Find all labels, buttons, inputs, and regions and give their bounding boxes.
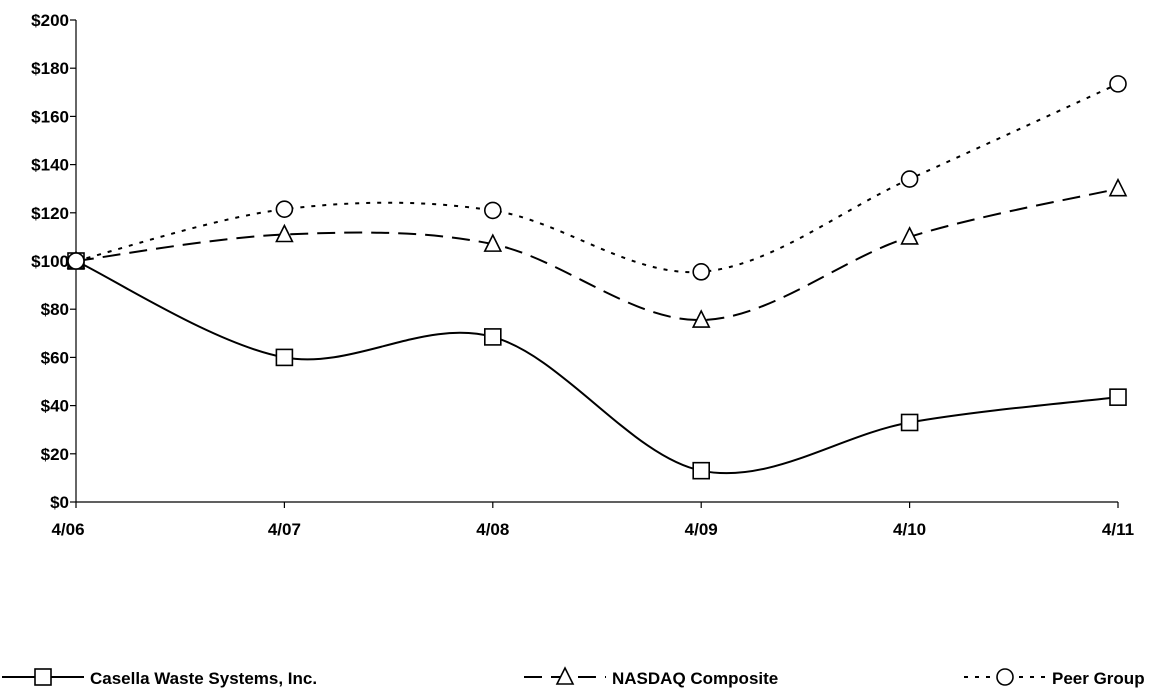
y-tick-label: $60 (41, 348, 69, 367)
data-point-square (483, 328, 502, 346)
legend: Casella Waste Systems, Inc. NASDAQ Compos… (2, 666, 1145, 688)
y-tick-label: $200 (31, 11, 69, 30)
y-tick-label: $120 (31, 204, 69, 223)
y-tick-label: $0 (50, 493, 69, 512)
y-tick-label: $40 (41, 397, 69, 416)
data-point-square (900, 413, 919, 432)
series-line (75, 187, 1119, 322)
y-tick-label: $100 (31, 252, 69, 271)
legend-label: NASDAQ Composite (612, 669, 778, 688)
data-point-square (1109, 388, 1127, 406)
y-tick-label: $140 (31, 156, 69, 175)
y-tick-label: $80 (41, 300, 69, 319)
legend-item: Peer Group (964, 668, 1145, 688)
series-square (67, 252, 1127, 480)
data-point-circle (692, 263, 711, 281)
series-circle (67, 75, 1127, 281)
x-tick-label: 4/09 (685, 520, 718, 539)
data-point-triangle (1108, 177, 1128, 197)
axes: $0 $20 $40 $60 $80 $100 $120 $140 $160 $180 $200 4/… (31, 11, 1134, 539)
data-point-triangle (900, 226, 919, 245)
x-tick-label: 4/10 (893, 520, 926, 539)
data-point-square (692, 461, 711, 480)
x-tick-label: 4/08 (476, 520, 509, 539)
data-point-circle (483, 201, 502, 220)
data-point-circle (275, 200, 294, 218)
series-line (75, 82, 1119, 274)
y-tick-label: $180 (31, 59, 69, 78)
data-point-circle (1109, 75, 1127, 93)
data-point-triangle (483, 233, 503, 252)
legend-marker-triangle (555, 666, 575, 685)
legend-label: Casella Waste Systems, Inc. (90, 669, 317, 688)
y-tick-label: $160 (31, 107, 69, 126)
data-point-triangle (691, 309, 711, 328)
legend-marker-circle (996, 668, 1014, 686)
legend-item: Casella Waste Systems, Inc. (2, 668, 317, 688)
series-triangle (66, 177, 1128, 328)
series-layer (66, 75, 1128, 480)
data-point-square (275, 348, 294, 367)
legend-label: Peer Group (1052, 669, 1145, 688)
x-tick-label: 4/11 (1102, 520, 1134, 539)
data-point-triangle (275, 223, 294, 243)
y-tick-label: $20 (41, 445, 69, 464)
data-point-circle (67, 252, 85, 270)
legend-item: NASDAQ Composite (524, 666, 778, 688)
series-line (75, 260, 1119, 475)
legend-marker-square (34, 668, 52, 686)
x-tick-label: 4/06 (51, 520, 84, 539)
data-point-circle (900, 170, 919, 188)
x-tick-label: 4/07 (268, 520, 301, 539)
